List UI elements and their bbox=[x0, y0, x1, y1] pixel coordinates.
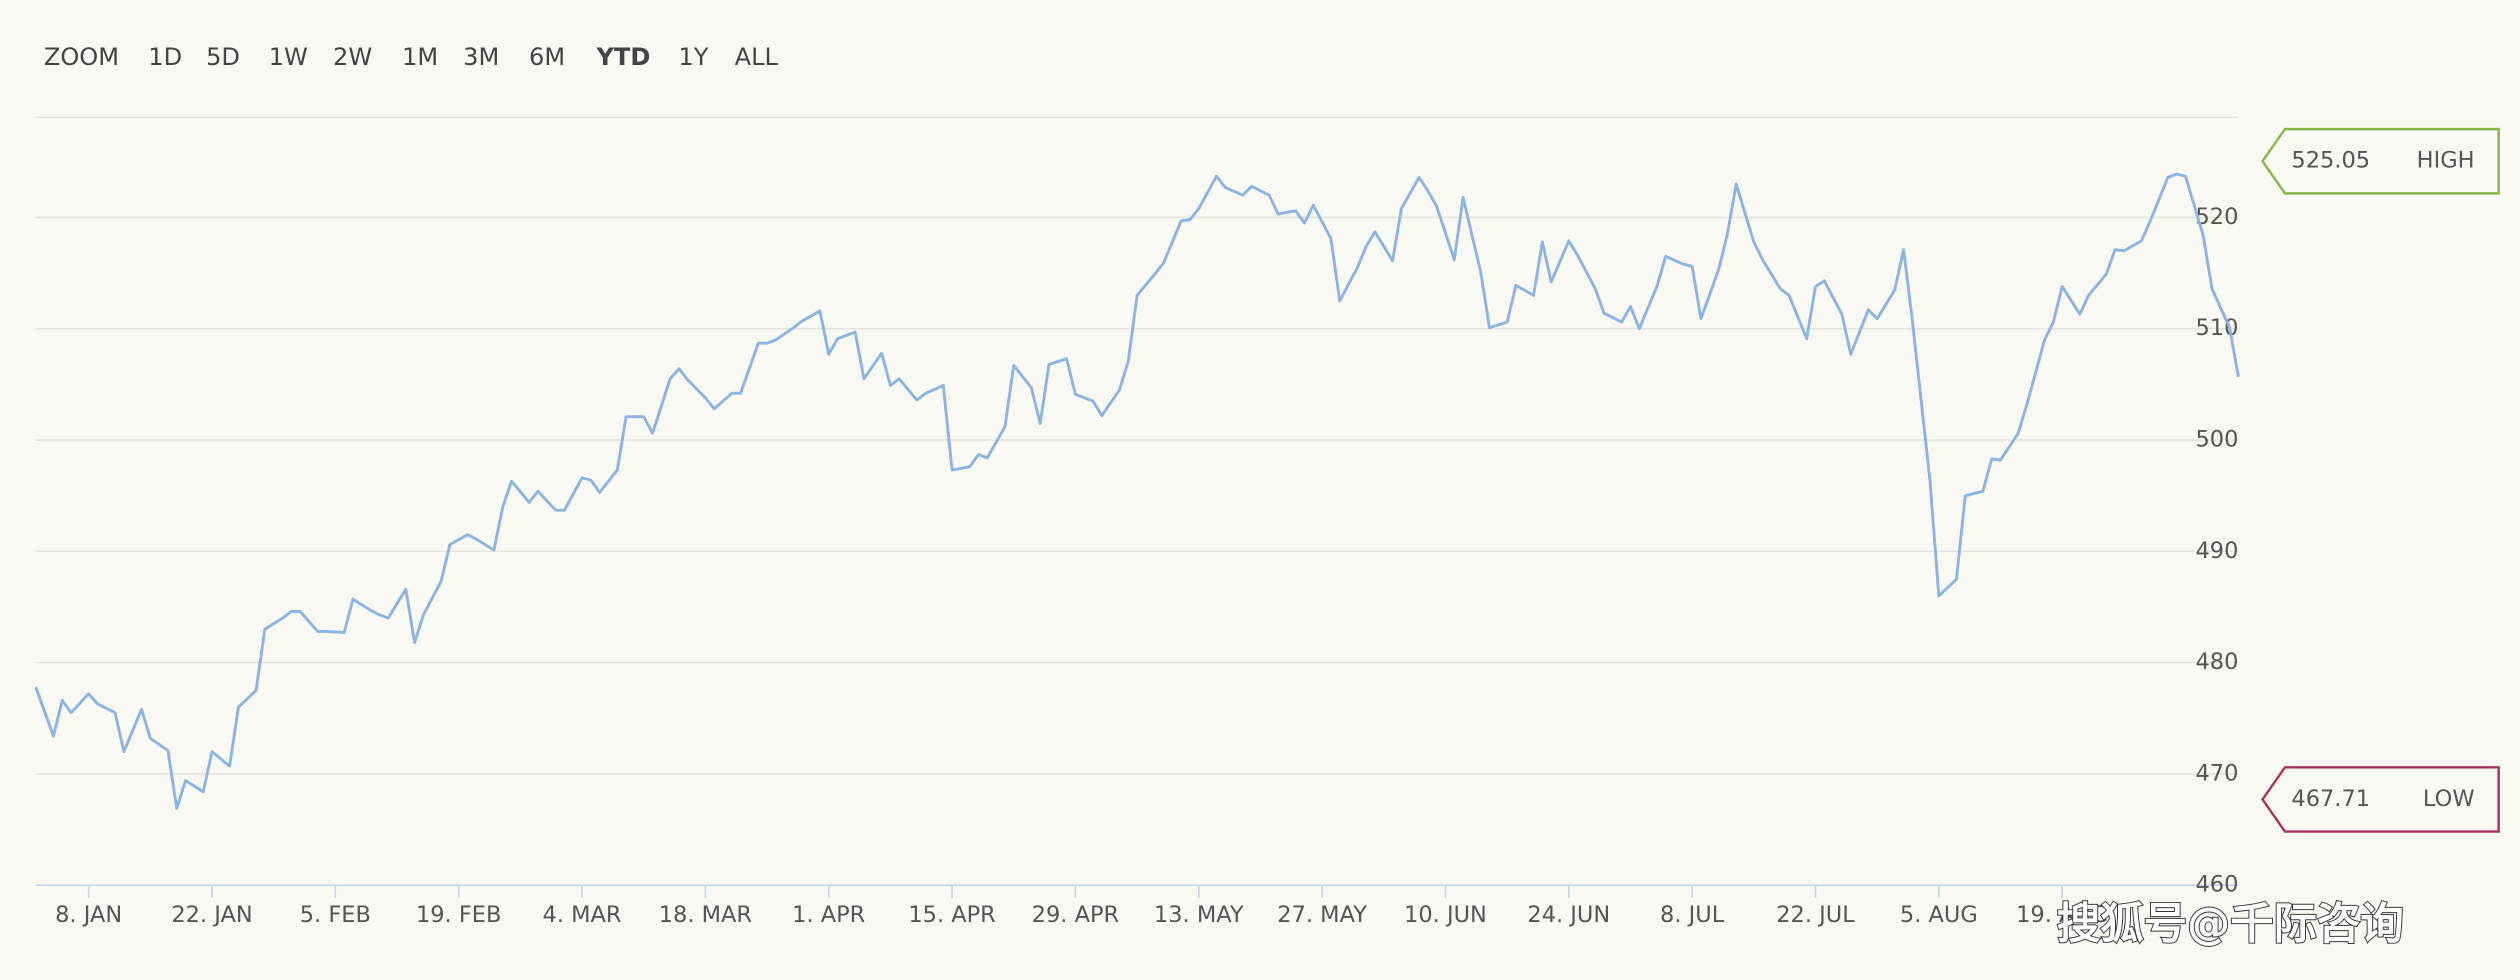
x-tick-label: 15. APR bbox=[908, 902, 995, 928]
x-tick-label: 8. JUL bbox=[1660, 902, 1725, 928]
x-tick-label: 10. JUN bbox=[1404, 902, 1487, 928]
zoom-button[interactable]: 1Y bbox=[678, 43, 708, 71]
zoom-button[interactable]: 6M bbox=[529, 43, 565, 71]
y-tick-label: 490 bbox=[2195, 538, 2238, 564]
y-tick-label: 500 bbox=[2195, 427, 2238, 453]
y-tick-label: 460 bbox=[2195, 872, 2238, 898]
x-tick-label: 29. APR bbox=[1032, 902, 1119, 928]
y-tick-label: 470 bbox=[2195, 760, 2238, 786]
x-tick-label: 8. JAN bbox=[55, 902, 122, 928]
zoom-button[interactable]: ALL bbox=[735, 43, 779, 71]
zoom-button[interactable]: 5D bbox=[206, 43, 240, 71]
x-tick-label: 1. APR bbox=[792, 902, 865, 928]
x-tick-label: 4. MAR bbox=[543, 902, 622, 928]
zoom-button[interactable]: 1W bbox=[269, 43, 308, 71]
zoom-button[interactable]: 1D bbox=[148, 43, 182, 71]
zoom-button[interactable]: 2W bbox=[333, 43, 372, 71]
badge bbox=[2261, 127, 2500, 195]
badge bbox=[2261, 766, 2500, 833]
x-tick-label: 22. JUL bbox=[1776, 902, 1855, 928]
x-tick-label: 5. AUG bbox=[1900, 902, 1978, 928]
zoom-button[interactable]: 3M bbox=[463, 43, 499, 71]
badge-value: 525.05 bbox=[2291, 148, 2370, 174]
x-tick-label: 19. FEB bbox=[416, 902, 501, 928]
x-tick-label: 24. JUN bbox=[1527, 902, 1610, 928]
y-tick-label: 520 bbox=[2195, 204, 2238, 230]
x-tick-label: 27. MAY bbox=[1277, 902, 1367, 928]
zoom-label: ZOOM bbox=[44, 43, 119, 71]
zoom-button[interactable]: 1M bbox=[402, 43, 438, 71]
x-tick-label: 22. JAN bbox=[171, 902, 252, 928]
x-tick-label: 18. MAR bbox=[659, 902, 752, 928]
x-tick-label: 13. MAY bbox=[1154, 902, 1244, 928]
zoom-button[interactable]: YTD bbox=[595, 43, 650, 71]
price-line bbox=[34, 172, 2240, 810]
x-tick-label: 19. AUG bbox=[2016, 902, 2108, 928]
badge-label: HIGH bbox=[2417, 148, 2475, 174]
y-tick-label: 480 bbox=[2195, 649, 2238, 675]
watermark: 搜狐号@千际咨询 bbox=[2057, 899, 2404, 949]
x-tick-label: 5. FEB bbox=[300, 902, 371, 928]
badge-value: 467.71 bbox=[2291, 786, 2370, 812]
badge-label: LOW bbox=[2423, 786, 2475, 812]
zoom-bar: ZOOM 1D 5D 1W 2W 1M 3M 6M YTD 1Y ALL bbox=[44, 43, 779, 71]
